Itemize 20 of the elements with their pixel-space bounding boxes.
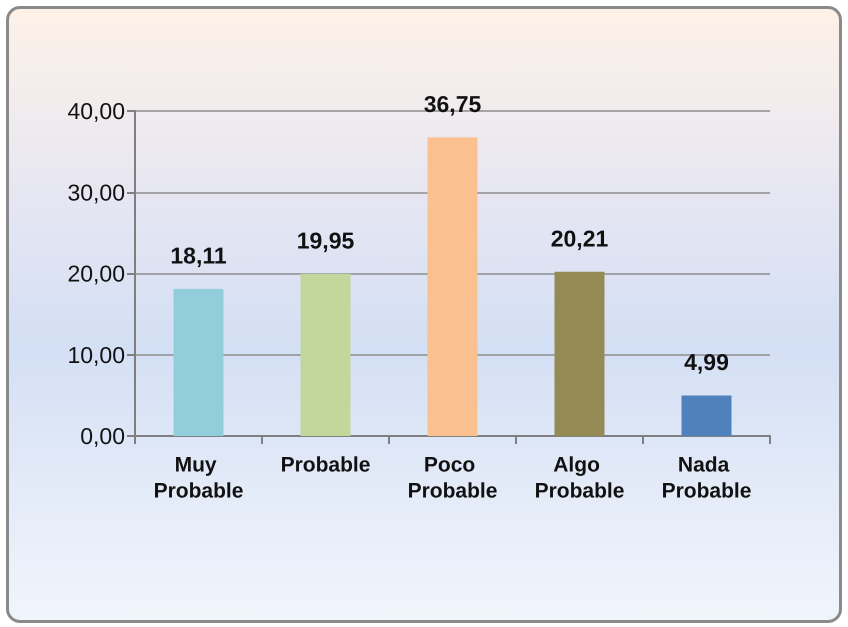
data-label: 18,11 — [170, 242, 227, 268]
y-tick-label: 0,00 — [80, 423, 125, 449]
data-label: 19,95 — [296, 227, 354, 254]
bar — [174, 288, 224, 436]
y-tick-label: 40,00 — [67, 98, 125, 124]
bar — [554, 272, 604, 436]
x-tick-label: Poco Probable — [408, 454, 498, 502]
x-tick-label: Muy Probable — [154, 454, 244, 502]
bar — [682, 395, 732, 436]
x-tick-label: Algo Probable — [534, 454, 624, 502]
bar — [300, 274, 350, 436]
x-tick-label: Probable — [280, 454, 370, 476]
data-label: 4,99 — [684, 348, 729, 375]
bar — [428, 137, 478, 436]
y-tick-label: 20,00 — [67, 260, 125, 286]
y-tick-label: 10,00 — [67, 342, 125, 368]
data-label: 36,75 — [424, 90, 482, 117]
data-label: 20,21 — [550, 225, 608, 252]
x-tick-label: Nada Probable — [662, 454, 752, 502]
y-tick-label: 30,00 — [67, 179, 125, 206]
